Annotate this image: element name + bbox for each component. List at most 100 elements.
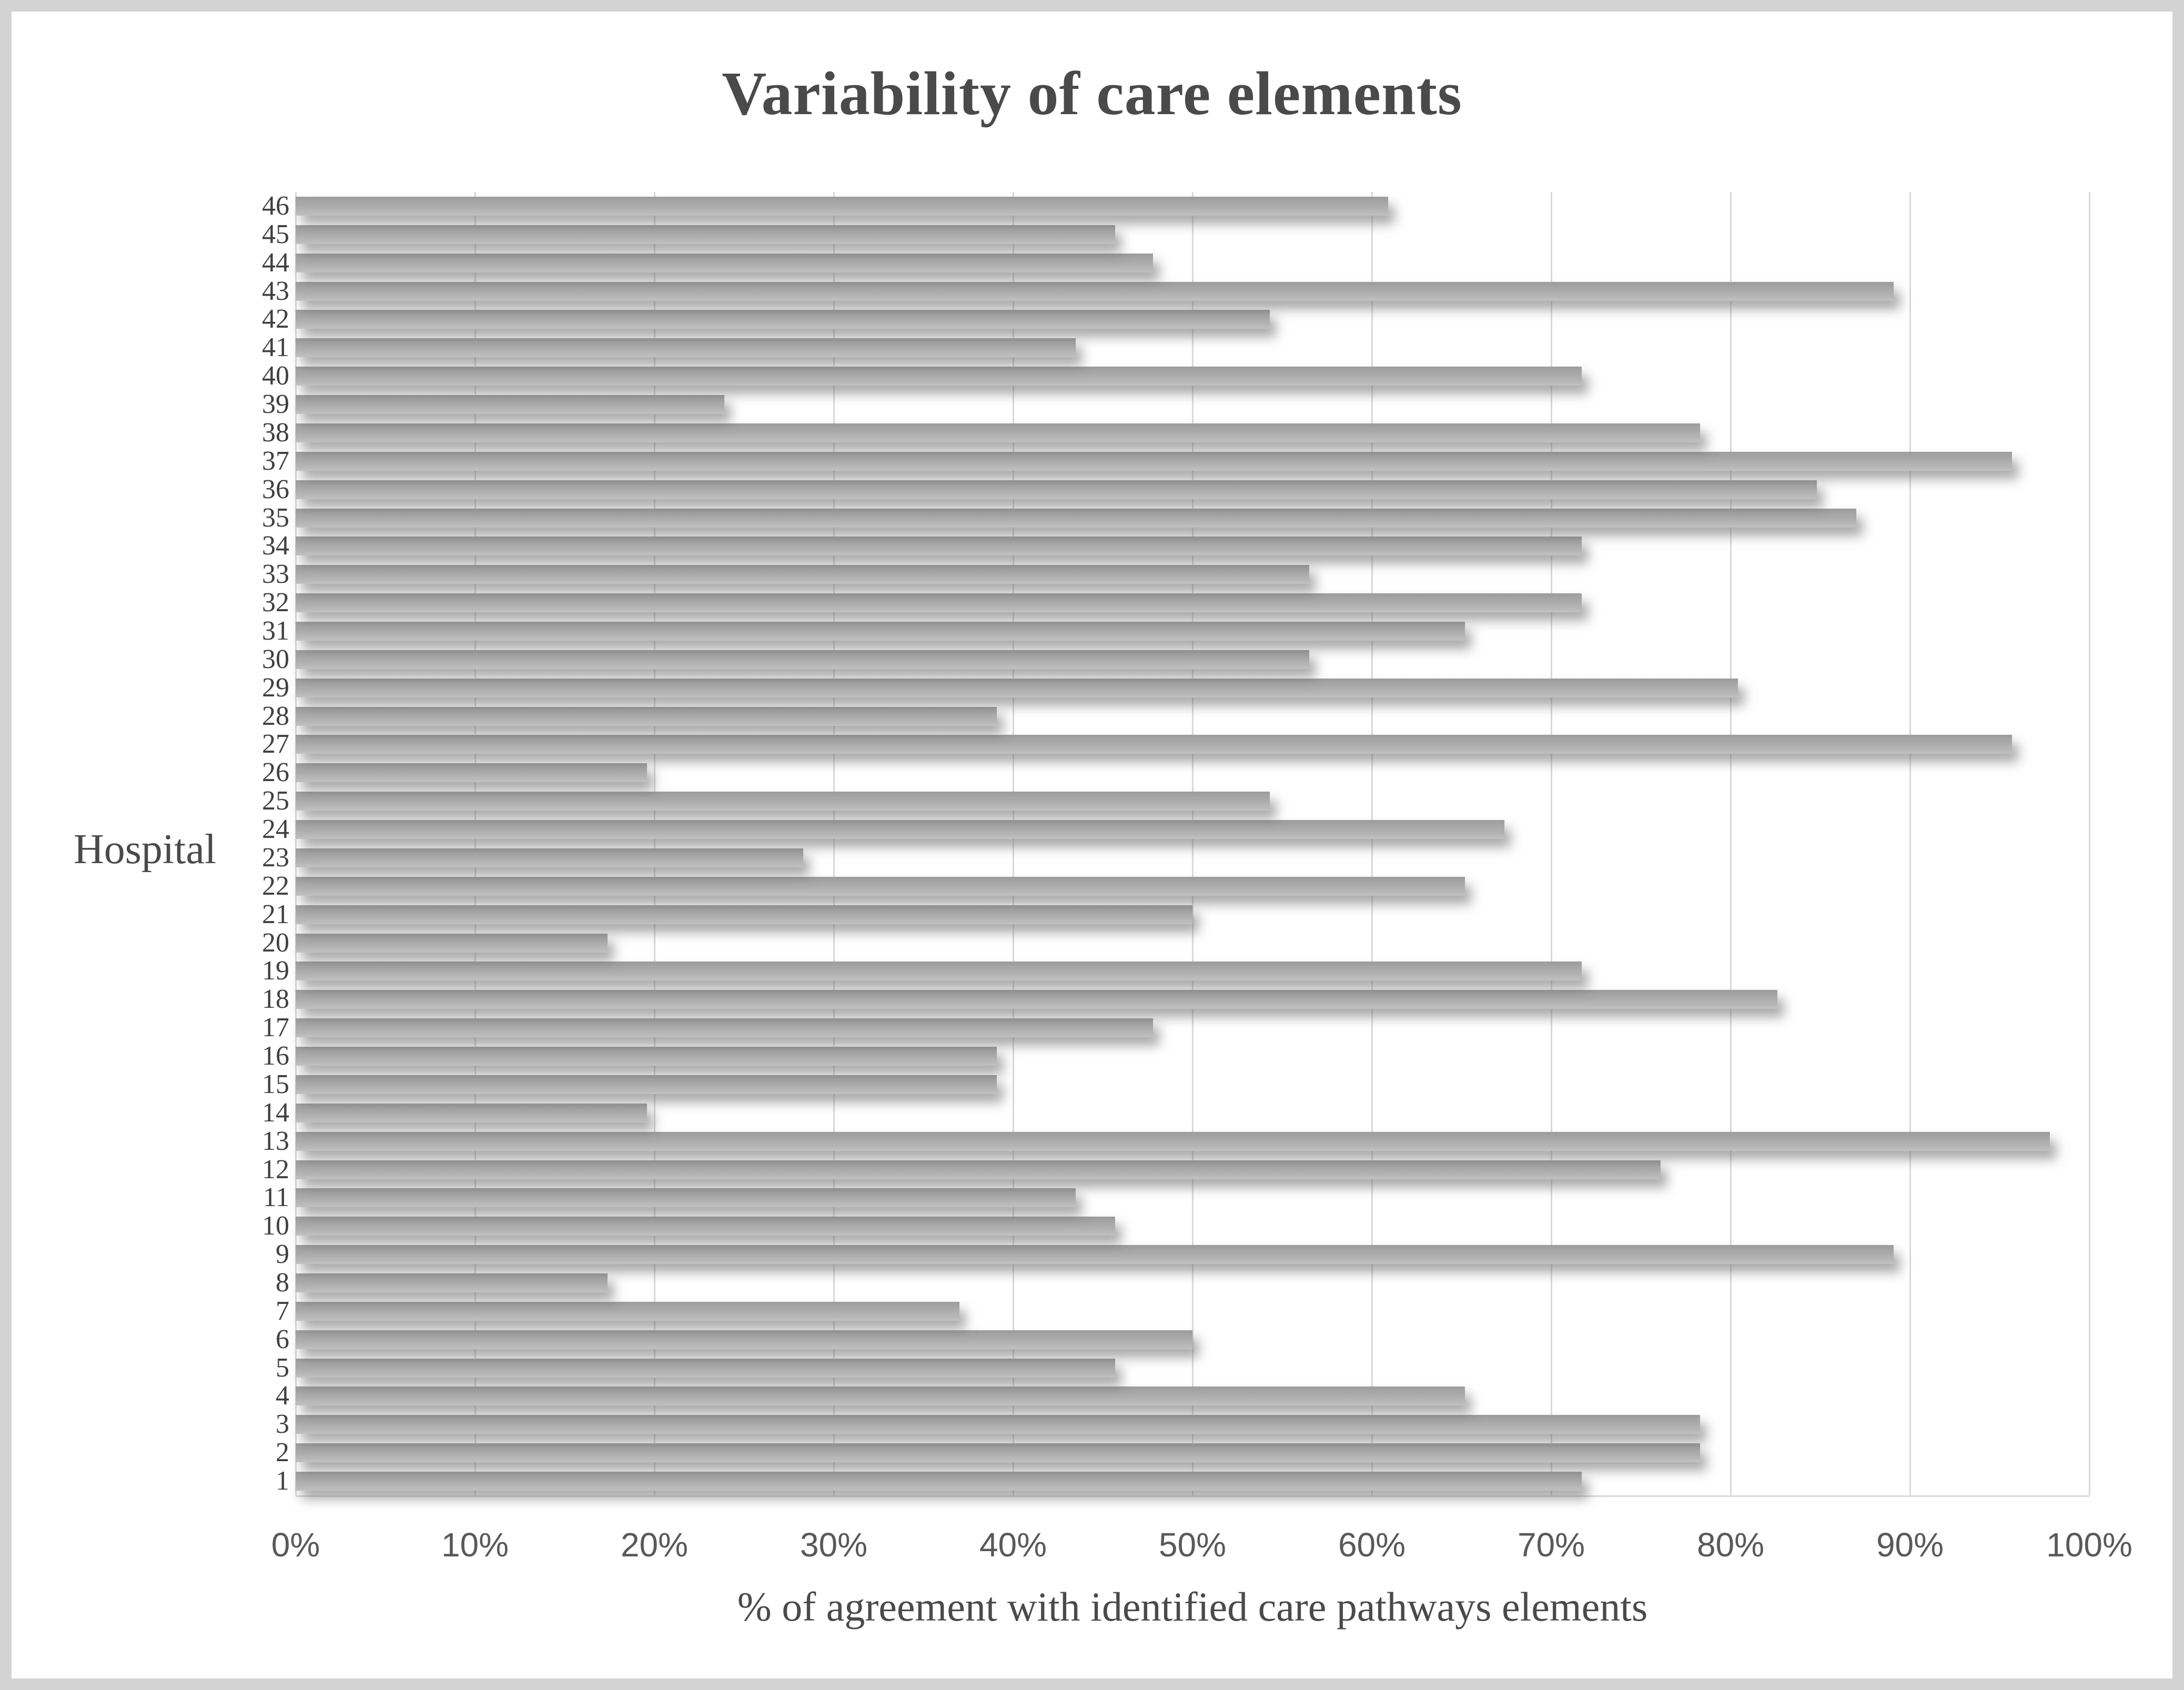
x-tick-label: 60%	[1338, 1526, 1406, 1564]
y-tick-label-hospital-13: 13	[262, 1126, 289, 1156]
x-tick-label: 70%	[1517, 1526, 1585, 1564]
gridline-40%	[1013, 192, 1014, 1495]
bar-hospital-42	[296, 310, 1270, 329]
gridline-20%	[654, 192, 655, 1495]
bar-hospital-23	[296, 848, 804, 867]
y-tick-label-hospital-12: 12	[262, 1154, 289, 1185]
bar-hospital-20	[296, 933, 608, 953]
bar-hospital-21	[296, 905, 1192, 924]
y-tick-label-hospital-5: 5	[276, 1352, 289, 1383]
y-tick-label-hospital-1: 1	[276, 1466, 289, 1496]
gridline-70%	[1551, 192, 1552, 1495]
y-tick-label-hospital-19: 19	[262, 956, 289, 986]
x-tick-label: 50%	[1158, 1526, 1227, 1564]
gridline-80%	[1730, 192, 1732, 1495]
bar-hospital-10	[296, 1217, 1116, 1236]
x-tick-label: 30%	[800, 1526, 868, 1564]
bar-hospital-27	[296, 735, 2013, 754]
y-tick-label-hospital-29: 29	[262, 672, 289, 703]
y-tick-label-hospital-39: 39	[262, 389, 289, 420]
bar-hospital-34	[296, 537, 1582, 556]
x-tick-label: 80%	[1696, 1526, 1765, 1564]
y-tick-label-hospital-40: 40	[262, 361, 289, 391]
bar-hospital-22	[296, 876, 1465, 896]
y-tick-label-hospital-30: 30	[262, 644, 289, 674]
bar-hospital-11	[296, 1188, 1076, 1208]
x-tick-label: 10%	[441, 1526, 509, 1564]
gridline-50%	[1192, 192, 1194, 1495]
gridline-100%	[2089, 192, 2090, 1495]
y-tick-label-hospital-20: 20	[262, 927, 289, 958]
y-tick-label-hospital-11: 11	[262, 1182, 289, 1213]
bar-hospital-37	[296, 451, 2013, 471]
bar-hospital-9	[296, 1245, 1894, 1264]
bar-hospital-30	[296, 650, 1309, 669]
y-tick-label-hospital-15: 15	[262, 1069, 289, 1099]
y-tick-label-hospital-22: 22	[262, 871, 289, 901]
bar-hospital-41	[296, 338, 1076, 358]
y-tick-label-hospital-8: 8	[276, 1267, 289, 1298]
y-tick-label-hospital-9: 9	[276, 1239, 289, 1270]
x-tick-label: 90%	[1876, 1526, 1944, 1564]
bar-hospital-16	[296, 1047, 997, 1066]
bar-hospital-35	[296, 508, 1856, 528]
y-tick-label-hospital-38: 38	[262, 417, 289, 448]
y-tick-label-hospital-24: 24	[262, 814, 289, 845]
y-axis-title: Hospital	[74, 826, 217, 873]
y-tick-label-hospital-18: 18	[262, 984, 289, 1015]
plot-area	[295, 192, 2090, 1497]
bar-hospital-18	[296, 990, 1777, 1009]
gridline-0%	[295, 192, 297, 1495]
bar-hospital-38	[296, 423, 1701, 442]
y-tick-label-hospital-32: 32	[262, 588, 289, 618]
y-tick-label-hospital-41: 41	[262, 332, 289, 363]
y-tick-label-hospital-23: 23	[262, 842, 289, 873]
y-tick-label-hospital-31: 31	[262, 615, 289, 646]
x-tick-label: 40%	[979, 1526, 1047, 1564]
y-tick-label-hospital-46: 46	[262, 190, 289, 221]
bar-hospital-36	[296, 480, 1817, 499]
chart-title: Variability of care elements	[722, 59, 1462, 128]
y-tick-label-hospital-3: 3	[276, 1409, 289, 1440]
bar-hospital-5	[296, 1358, 1116, 1378]
x-tick-label: 20%	[620, 1526, 689, 1564]
gridline-30%	[833, 192, 835, 1495]
y-tick-label-hospital-10: 10	[262, 1211, 289, 1241]
y-tick-label-hospital-28: 28	[262, 701, 289, 731]
y-tick-label-hospital-45: 45	[262, 219, 289, 249]
y-tick-label-hospital-4: 4	[276, 1381, 289, 1411]
x-tick-label: 0%	[271, 1526, 320, 1564]
y-tick-label-hospital-25: 25	[262, 786, 289, 816]
gridline-10%	[474, 192, 476, 1495]
y-tick-label-hospital-21: 21	[262, 899, 289, 929]
bar-hospital-19	[296, 962, 1582, 981]
bar-hospital-1	[296, 1472, 1582, 1491]
y-tick-label-hospital-26: 26	[262, 757, 289, 788]
y-tick-label-hospital-42: 42	[262, 304, 289, 335]
bar-hospital-43	[296, 281, 1894, 301]
y-tick-label-hospital-2: 2	[276, 1438, 289, 1468]
bar-hospital-12	[296, 1160, 1661, 1179]
y-tick-label-hospital-43: 43	[262, 276, 289, 306]
x-tick-label: 100%	[2046, 1526, 2132, 1564]
y-tick-label-hospital-14: 14	[262, 1097, 289, 1128]
x-axis-title: % of agreement with identified care path…	[737, 1584, 1648, 1630]
y-tick-label-hospital-17: 17	[262, 1013, 289, 1043]
bar-hospital-44	[296, 253, 1153, 272]
bar-hospital-13	[296, 1131, 2050, 1151]
y-tick-label-hospital-44: 44	[262, 247, 289, 278]
bar-hospital-7	[296, 1301, 959, 1321]
bar-hospital-25	[296, 792, 1270, 811]
bar-hospital-4	[296, 1387, 1465, 1406]
bar-hospital-31	[296, 621, 1465, 641]
bar-hospital-17	[296, 1018, 1153, 1038]
y-tick-label-hospital-16: 16	[262, 1041, 289, 1071]
bar-hospital-8	[296, 1273, 608, 1292]
bar-hospital-39	[296, 395, 724, 414]
y-tick-label-hospital-35: 35	[262, 502, 289, 533]
bar-hospital-14	[296, 1103, 648, 1122]
bar-hospital-26	[296, 763, 648, 783]
bar-hospital-24	[296, 820, 1505, 839]
y-tick-label-hospital-7: 7	[276, 1296, 289, 1326]
